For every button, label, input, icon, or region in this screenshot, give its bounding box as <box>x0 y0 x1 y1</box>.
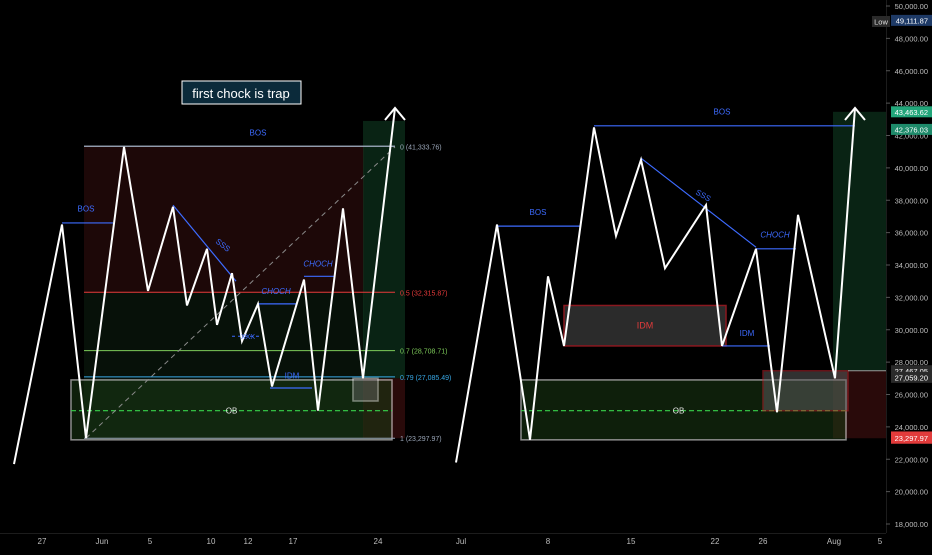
annotation-box <box>181 80 302 105</box>
price-path-right <box>455 107 856 463</box>
levels-layer <box>62 125 886 439</box>
arrow-head-right <box>844 106 866 121</box>
entry-highlight-box <box>352 377 379 402</box>
structure-label-right: BOS <box>714 107 731 116</box>
price-path-left <box>13 107 396 465</box>
structure-label-right: CHOCH <box>760 230 790 239</box>
annotation-text: first chock is trap <box>192 86 290 101</box>
premium-zone <box>84 146 364 293</box>
idm-box <box>563 304 727 347</box>
fib-level-label: 1 (23,297.97) <box>400 436 442 443</box>
labels-layer: OB 0 (41,333.76) 0.5 (32,315.87) 0.7 (28,70… <box>78 80 790 443</box>
target-zone <box>363 120 405 379</box>
axis-corner <box>886 533 932 550</box>
structure-label: BOS <box>250 129 267 138</box>
ob-label-right: OB <box>673 407 685 416</box>
sss-line <box>172 204 237 282</box>
structure-label: CHOCH <box>261 287 291 296</box>
zones-layer <box>70 111 886 441</box>
fib-level-label: 0.7 (28,708.71) <box>400 349 447 356</box>
time-axis[interactable] <box>0 533 886 551</box>
fib-level-label: 0 (41,333.76) <box>400 144 442 151</box>
target-zone-right <box>833 111 886 371</box>
price-layer <box>13 106 866 465</box>
idm-box-label: IDM <box>637 321 654 331</box>
fib-level-label: 0.5 (32,315.87) <box>400 290 447 297</box>
arrow-head-left <box>384 106 406 121</box>
structure-label-right: BOS <box>530 208 547 217</box>
fib-trend-line <box>85 146 396 439</box>
annotation-callout: first chock is trap <box>181 80 302 105</box>
structure-label: BOS <box>78 205 95 214</box>
ob-zone <box>70 379 393 441</box>
ob-label: OB <box>226 407 238 416</box>
sss-line-right <box>640 157 757 248</box>
structure-label-right: IDM <box>740 329 755 338</box>
price-axis[interactable] <box>886 0 932 534</box>
structure-label: IDM <box>285 371 300 380</box>
fib-level-label: 0.79 (27,085.49) <box>400 375 451 382</box>
structure-label: CHOCH <box>303 260 333 269</box>
xxx-label: XXX <box>241 334 255 341</box>
